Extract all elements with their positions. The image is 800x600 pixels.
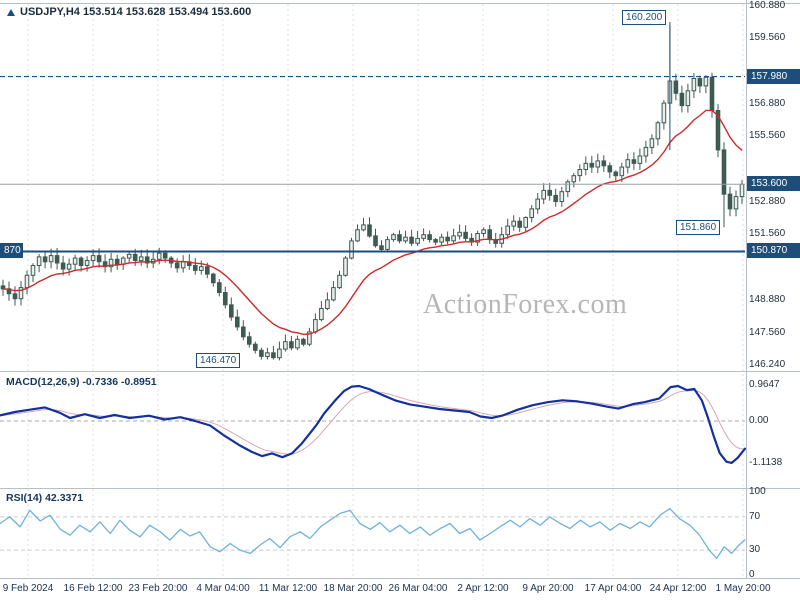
annotation-march-low-label: 146.470 xyxy=(196,353,241,368)
symbol-ohlc-text: USDJPY,H4 153.514 153.628 153.494 153.60… xyxy=(20,6,252,18)
axis-support-label: 150.870 xyxy=(747,243,800,258)
watermark: ActionForex.com xyxy=(423,289,628,320)
axis-support-left-label: 870 xyxy=(0,243,23,258)
macd-label: MACD(12,26,9) -0.7336 -0.8951 xyxy=(6,376,157,388)
annotation-recent-low-label: 151.860 xyxy=(676,220,721,235)
axis-last-price-label: 153.600 xyxy=(747,176,800,191)
chart-title: USDJPY,H4 153.514 153.628 153.494 153.60… xyxy=(7,6,251,18)
axis-resistance-label: 157.980 xyxy=(747,69,800,84)
rsi-label: RSI(14) 42.3371 xyxy=(6,492,84,504)
chart-marker-icon xyxy=(7,8,15,16)
annotation-high-label: 160.200 xyxy=(622,10,667,25)
